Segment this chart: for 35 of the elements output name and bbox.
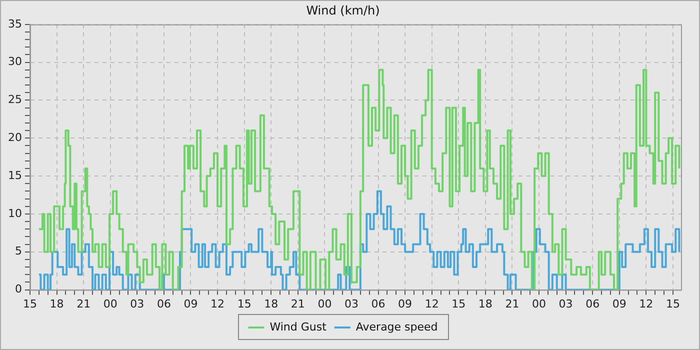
x-tick-label: 21	[76, 297, 91, 310]
y-tick-label: 25	[8, 93, 22, 106]
x-tick-label: 21	[505, 297, 520, 310]
chart-title: Wind (km/h)	[306, 3, 380, 18]
y-tick-label: 35	[8, 17, 22, 30]
y-tick-label: 0	[14, 282, 22, 296]
x-tick-label: 21	[290, 297, 305, 310]
y-tick-label: 10	[8, 206, 22, 220]
x-tick-label: 12	[424, 297, 439, 310]
x-tick-label: 03	[344, 297, 358, 310]
x-tick-label: 06	[156, 297, 171, 310]
x-tick-label: 00	[103, 297, 118, 310]
x-tick-label: 03	[558, 297, 573, 310]
x-tick-label: 06	[586, 297, 600, 310]
x-tick-label: 00	[318, 297, 332, 310]
legend-label: Wind Gust	[270, 320, 328, 334]
x-tick-label: 03	[130, 297, 144, 310]
x-tick-label: 09	[184, 297, 198, 310]
x-tick-label: 18	[478, 297, 492, 310]
y-tick-label: 30	[8, 55, 22, 68]
x-tick-label: 06	[371, 297, 386, 310]
x-tick-label: 15	[237, 297, 252, 310]
y-tick-label: 5	[14, 244, 22, 258]
y-tick-label: 15	[8, 168, 22, 182]
y-tick-label: 20	[8, 131, 22, 144]
x-tick-label: 12	[639, 297, 654, 310]
x-tick-label: 12	[210, 297, 225, 310]
x-tick-label: 09	[398, 297, 412, 310]
x-tick-label: 15	[666, 297, 680, 310]
x-tick-label: 00	[532, 297, 546, 310]
x-tick-label: 18	[50, 297, 64, 310]
x-tick-label: 18	[264, 297, 278, 310]
legend-label: Average speed	[356, 320, 438, 334]
x-tick-label: 09	[612, 297, 626, 310]
x-tick-label: 15	[452, 297, 466, 310]
